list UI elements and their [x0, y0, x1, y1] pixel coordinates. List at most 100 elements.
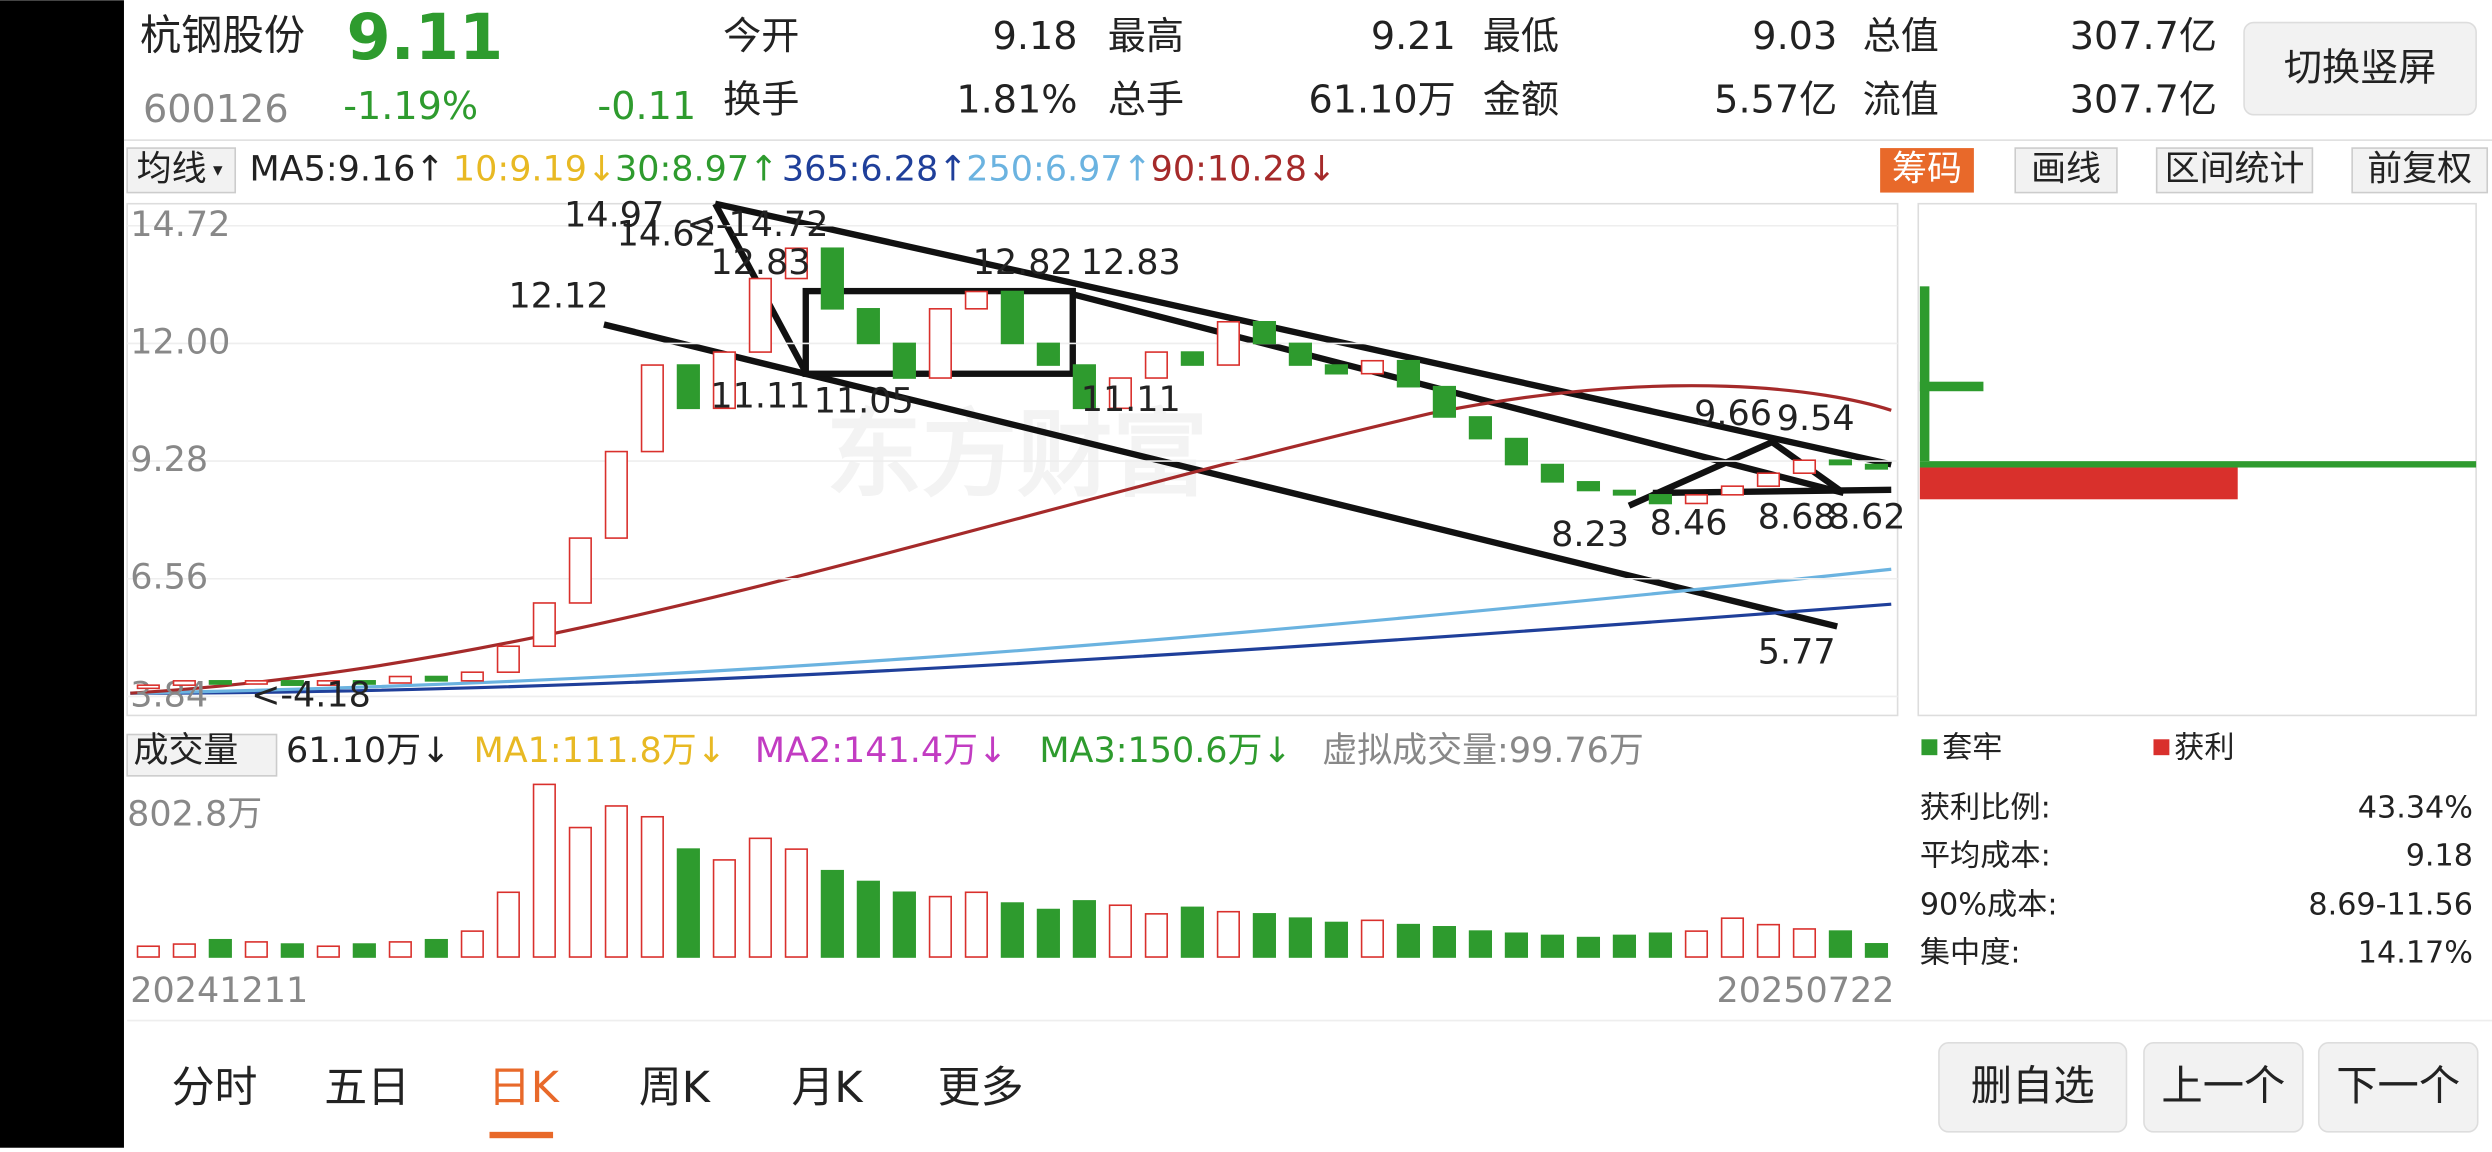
stat-value: 9.18 [993, 14, 1078, 58]
left-strip [0, 0, 124, 1148]
tool-label[interactable]: 筹码 [1892, 149, 1962, 189]
tab-underline [489, 1131, 554, 1139]
candle [1396, 359, 1420, 388]
tab[interactable]: 更多 [938, 1063, 1024, 1113]
candle [1144, 351, 1168, 379]
volume-bar [1144, 913, 1168, 958]
ma365-line [130, 602, 1892, 695]
tool-button[interactable] [1880, 148, 1974, 193]
ma-item: MA5:9.16↑ [250, 149, 445, 189]
candle [928, 308, 952, 379]
start-date: 20241211 [130, 971, 308, 1011]
tool-button[interactable] [2155, 147, 2314, 194]
volume-bar [496, 891, 520, 958]
drawn-lines [603, 200, 1892, 630]
volume-select[interactable] [126, 733, 278, 777]
nav-button-label[interactable]: 上一个 [2161, 1062, 2285, 1110]
candle [136, 684, 160, 690]
candle [640, 364, 664, 453]
volume-bar [1648, 932, 1673, 958]
candle [1072, 364, 1096, 410]
ma-select[interactable] [126, 147, 237, 194]
tool-label[interactable]: 画线 [2031, 149, 2101, 189]
volume-bar [892, 891, 916, 958]
tool-label[interactable]: 区间统计 [2165, 149, 2305, 189]
volume-bar [856, 880, 880, 958]
volume-bar [640, 815, 664, 958]
candle [280, 680, 304, 686]
volume-bar [208, 938, 232, 958]
annotation: 11.11 [710, 377, 810, 417]
candle [208, 680, 232, 685]
legend-label: 获利 [2174, 730, 2234, 765]
nav-button[interactable] [2317, 1042, 2479, 1133]
volume-bar [1684, 930, 1709, 958]
volume-bar [1792, 928, 1817, 958]
volume-bar [1504, 932, 1529, 958]
chip-stat-value: 43.34% [2358, 791, 2473, 826]
tool-button[interactable] [2351, 147, 2489, 194]
rotate-button-label[interactable]: 切换竖屏 [2284, 46, 2437, 90]
candle [748, 277, 772, 353]
tool-label[interactable]: 前复权 [2367, 149, 2472, 189]
volume-bar [1576, 936, 1601, 958]
annotation: 14.97 [564, 195, 664, 235]
chip-stat-value: 8.69-11.56 [2308, 888, 2473, 923]
annotation: 9.54 [1777, 399, 1855, 439]
tab[interactable]: 日K [488, 1063, 561, 1113]
candle [676, 364, 700, 410]
candle [568, 537, 592, 604]
volume-bar [352, 943, 376, 958]
dropdown-arrow: ▾ [213, 159, 223, 181]
ma-item: 250:6.97↑ [966, 149, 1152, 189]
nav-button[interactable] [2143, 1042, 2304, 1133]
annotation: 14.62 [617, 214, 717, 254]
candle [1360, 359, 1384, 375]
candle [1432, 385, 1456, 418]
annotation: 9.66 [1694, 394, 1772, 434]
tab[interactable]: 周K [639, 1063, 712, 1113]
annotation: 8.23 [1551, 515, 1629, 555]
volume-bar [280, 943, 304, 958]
volume-bar [1432, 926, 1456, 958]
rotate-button[interactable] [2243, 21, 2477, 116]
stat-label: 最低 [1483, 14, 1559, 58]
volume-bar [1324, 921, 1348, 958]
y-tick-label: 6.56 [130, 558, 208, 598]
volume-bar [172, 943, 196, 958]
volume-bar [1612, 934, 1637, 958]
legend-label: 套牢 [1942, 730, 2002, 765]
candle [1684, 494, 1709, 505]
candle [1108, 377, 1132, 410]
tab[interactable]: 五日 [324, 1063, 410, 1113]
price: 9.11 [346, 0, 503, 74]
nav-button[interactable] [1938, 1042, 2128, 1133]
ma-item: 90:10.28↓ [1151, 149, 1337, 189]
volume-bar [712, 859, 736, 958]
annotation: 8.68 [1758, 497, 1836, 537]
candle [1792, 459, 1817, 474]
y-tick-label: 3.84 [130, 675, 208, 715]
candle [532, 602, 556, 648]
chip-stat-label: 获利比例: [1920, 791, 2051, 826]
candle [1036, 342, 1060, 366]
candle [1648, 494, 1673, 505]
y-tick-label: 14.72 [130, 205, 230, 245]
nav-button-label[interactable]: 删自选 [1971, 1062, 2095, 1110]
volume-select-label[interactable]: 成交量 [133, 731, 238, 771]
tool-button[interactable] [2014, 147, 2118, 194]
volume-bar [928, 895, 952, 958]
candle [1468, 416, 1492, 440]
volume-bar [388, 941, 412, 958]
nav-button-label[interactable]: 下一个 [2336, 1062, 2460, 1110]
tab[interactable]: 分时 [172, 1063, 258, 1113]
tab[interactable]: 月K [791, 1063, 864, 1113]
candle [604, 450, 628, 539]
change-pct: -1.19% [343, 84, 478, 128]
volume-bar [316, 945, 340, 958]
stock-name: 杭钢股份 [140, 11, 305, 59]
candle [1864, 463, 1889, 470]
annotation: 12.83 [1081, 243, 1181, 283]
ma-select-label[interactable]: 均线 [137, 149, 207, 189]
